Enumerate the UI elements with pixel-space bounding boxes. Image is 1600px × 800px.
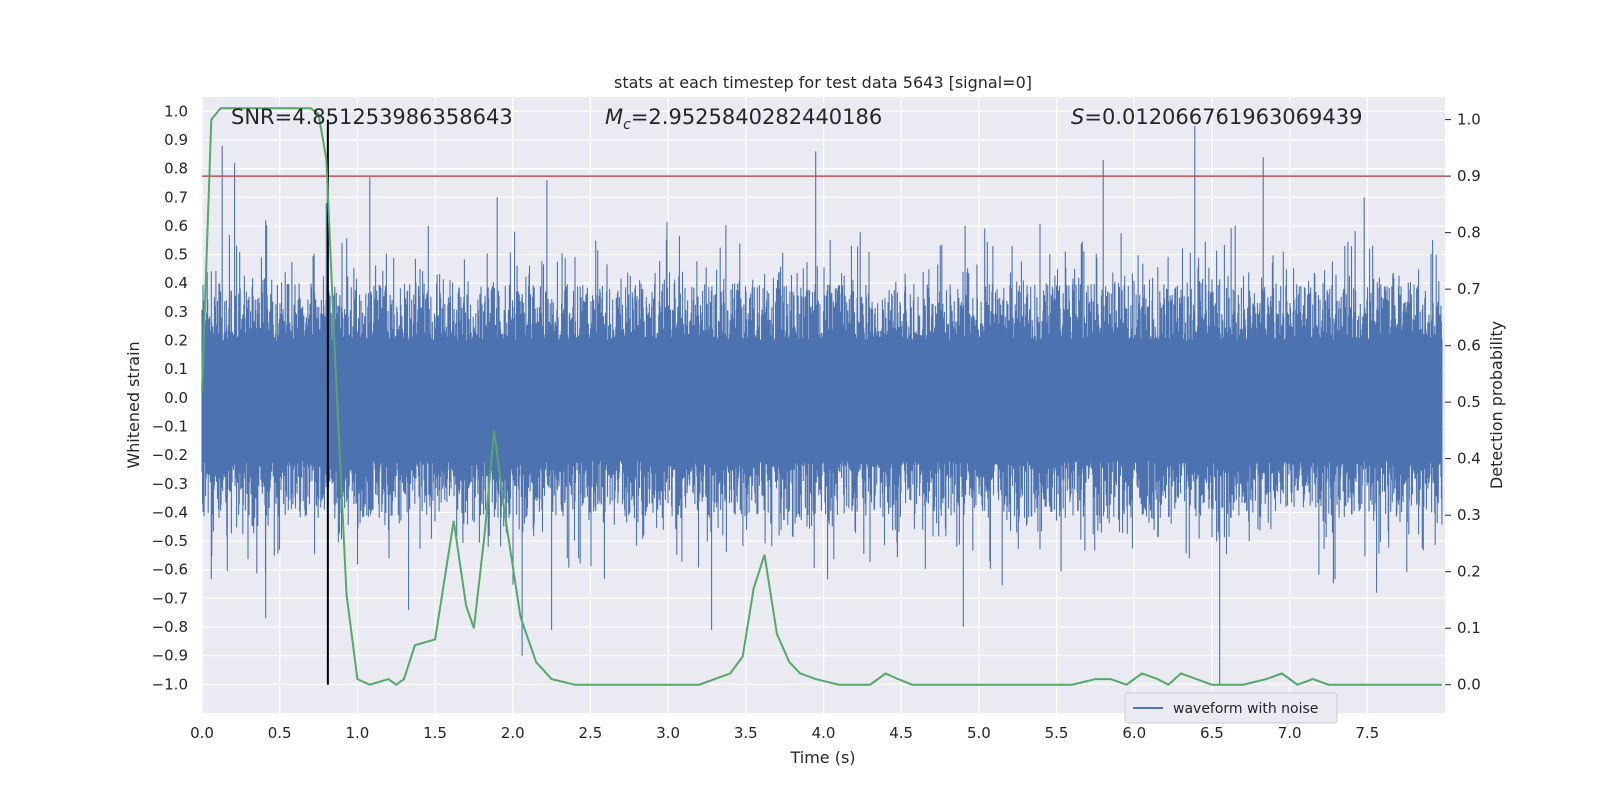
x-tick-label: 3.0: [656, 724, 680, 742]
detection-probability-line: [201, 107, 1442, 686]
legend-box: [1124, 692, 1338, 724]
chart-title: stats at each timestep for test data 564…: [614, 73, 1032, 92]
y-tick-label: −0.5: [152, 532, 188, 550]
y2-tick-label: 0.7: [1457, 280, 1481, 298]
legend-label: waveform with noise: [1173, 701, 1318, 717]
x-tick-label: 4.0: [812, 724, 836, 742]
x-tick-label: 1.5: [423, 724, 447, 742]
x-tick-labels: 0.0 0.5 1.0 1.5 2.0 2.5 3.0 3.5 4.0 4.5 5.0 5.5 6.0 6…: [190, 724, 1379, 742]
legend: waveform with noise: [1124, 692, 1338, 724]
y-tick-label: 0.2: [164, 332, 188, 350]
x-tick-label: 5.0: [967, 724, 991, 742]
x-tick-label: 5.5: [1045, 724, 1069, 742]
y-tick-label: 0.7: [164, 188, 188, 206]
y-tick-label: 1.0: [164, 102, 188, 120]
y-axis-label: Whitened strain: [124, 341, 143, 468]
y2-tick-label: 0.5: [1457, 393, 1481, 411]
x-tick-label: 2.5: [579, 724, 603, 742]
x-tick-label: 3.5: [734, 724, 758, 742]
y2-tick-label: 1.0: [1457, 111, 1481, 129]
y2-tick-labels: 1.0 0.9 0.8 0.7 0.6 0.5 0.4 0.3 0.2 0.1 0.0: [1445, 111, 1481, 694]
x-tick-label: 0.0: [190, 724, 214, 742]
y-tick-label: −0.2: [152, 446, 188, 464]
x-tick-label: 4.5: [889, 724, 913, 742]
y-tick-label: −1.0: [152, 675, 188, 693]
y2-axis-label: Detection probability: [1487, 321, 1506, 489]
x-tick-label: 1.0: [345, 724, 369, 742]
s-annotation: S=0.012066761963069439: [1071, 105, 1362, 129]
y-tick-label: 0.3: [164, 303, 188, 321]
y-tick-label: −0.4: [152, 503, 188, 521]
y2-tick-label: 0.0: [1457, 676, 1481, 694]
y-tick-label: 0.9: [164, 131, 188, 149]
y-tick-label: 0.6: [164, 217, 188, 235]
y2-tick-label: 0.9: [1457, 167, 1481, 185]
y-tick-label: 0.1: [164, 360, 188, 378]
x-tick-label: 6.5: [1200, 724, 1224, 742]
y2-tick-label: 0.2: [1457, 563, 1481, 581]
y2-tick-label: 0.4: [1457, 450, 1481, 468]
y-tick-label: 0.5: [164, 246, 188, 264]
x-tick-label: 6.0: [1122, 724, 1146, 742]
x-axis-label: Time (s): [789, 748, 855, 767]
y2-tick-label: 0.8: [1457, 224, 1481, 242]
y-tick-label: −0.1: [152, 417, 188, 435]
y-tick-label: −0.9: [152, 647, 188, 665]
chirp-mass-annotation: Mc=2.9525840282440186: [605, 105, 882, 133]
y-tick-labels: 1.0 0.9 0.8 0.7 0.6 0.5 0.4 0.3 0.2 0.1 0.0 −0.1 −0.…: [152, 102, 188, 693]
y-tick-label: −0.7: [152, 589, 188, 607]
y-tick-label: −0.8: [152, 618, 188, 636]
x-tick-label: 2.0: [501, 724, 525, 742]
x-tick-label: 0.5: [268, 724, 292, 742]
y2-tick-label: 0.3: [1457, 506, 1481, 524]
waveform-series: [201, 125, 1443, 685]
y2-tick-label: 0.1: [1457, 619, 1481, 637]
y-tick-label: −0.3: [152, 475, 188, 493]
x-tick-label: 7.0: [1278, 724, 1302, 742]
y-tick-label: 0.8: [164, 160, 188, 178]
y2-tick-label: 0.6: [1457, 337, 1481, 355]
y-tick-label: −0.6: [152, 561, 188, 579]
snr-annotation: SNR=4.851253986358643: [231, 105, 513, 129]
y-tick-label: 0.4: [164, 274, 188, 292]
x-tick-label: 7.5: [1355, 724, 1379, 742]
y-tick-label: 0.0: [164, 389, 188, 407]
